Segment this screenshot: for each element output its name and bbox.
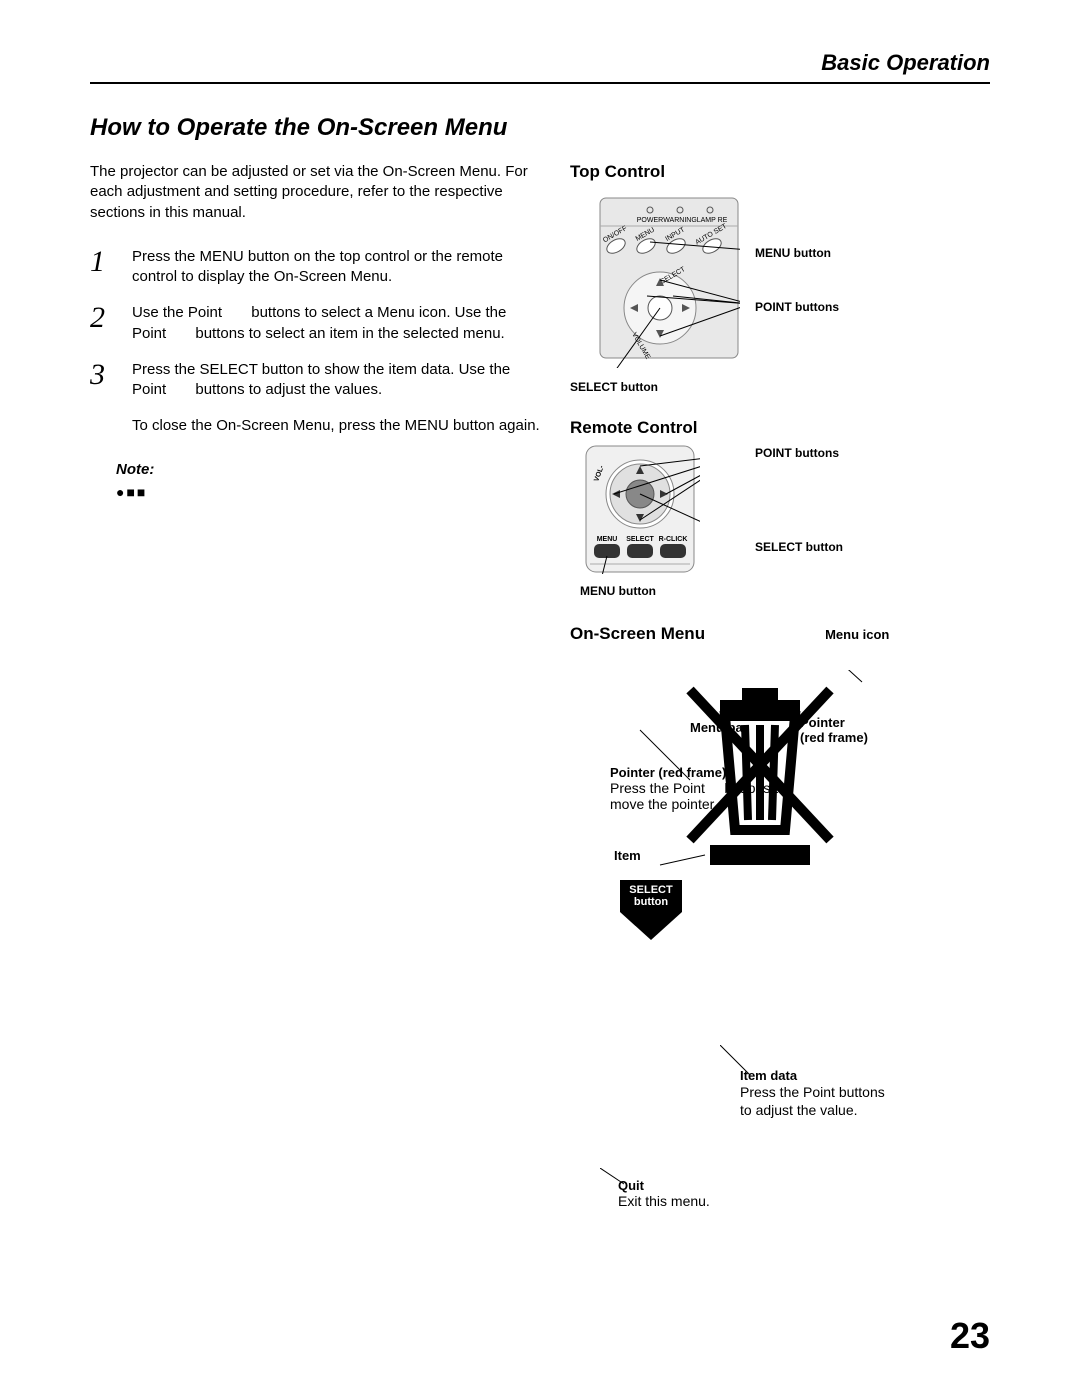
step-3: 3 Press the SELECT button to show the it…	[90, 360, 540, 401]
step-number: 3	[90, 360, 114, 401]
remote-svg: VOL- MENU SELECT R-CLICK	[580, 444, 700, 574]
quit-text: Exit this menu.	[618, 1193, 710, 1209]
note-bullets: ●■■	[116, 484, 540, 500]
top-control-diagram: POWER WARNING LAMP RE ON/OFF MENU INPUT …	[570, 188, 990, 388]
svg-text:WARNING: WARNING	[663, 217, 697, 224]
remote-select-callout: SELECT button	[755, 540, 843, 554]
note-label: Note:	[116, 461, 540, 478]
close-menu-text: To close the On-Screen Menu, press the M…	[132, 416, 540, 436]
remote-diagram: VOL- MENU SELECT R-CLICK POINT buttons S…	[570, 444, 990, 604]
intro-text: The projector can be adjusted or set via…	[90, 162, 540, 223]
pointer-rf-block: Pointer (red frame) Press the Point butt…	[610, 765, 810, 812]
section-title: Basic Operation	[90, 50, 990, 84]
step-number: 2	[90, 303, 114, 344]
pointer-label: Pointer (red frame)	[800, 715, 868, 745]
osm-heading: On-Screen Menu	[570, 624, 705, 644]
select-word: SELECT	[629, 884, 672, 896]
item-data-block: Item data Press the Point buttons to adj…	[740, 1068, 900, 1119]
top-control-heading: Top Control	[570, 162, 990, 182]
step-text: Use the Point buttons to select a Menu i…	[132, 303, 540, 344]
osm-diagram: Menu bar Pointer (red frame) Pointer (re…	[570, 650, 990, 1210]
item-label: Item	[614, 848, 641, 863]
remote-point-callout: POINT buttons	[755, 446, 839, 460]
page-number: 23	[950, 1315, 990, 1357]
svg-text:MENU: MENU	[597, 536, 618, 543]
right-column: Top Control POWER WARNING LAMP RE ON/OFF…	[570, 162, 990, 1210]
pointer-rf-text: Press the Point buttons to move the poin…	[610, 780, 810, 812]
step-2: 2 Use the Point buttons to select a Menu…	[90, 303, 540, 344]
pointer-rf-label: Pointer (red frame)	[610, 765, 810, 780]
menu-icon-label: Menu icon	[825, 627, 889, 642]
page-heading: How to Operate the On-Screen Menu	[90, 114, 990, 142]
step-1: 1 Press the MENU button on the top contr…	[90, 247, 540, 288]
point-buttons-callout: POINT buttons	[755, 300, 839, 314]
red-frame-word: (red frame)	[800, 730, 868, 745]
remote-heading: Remote Control	[570, 418, 990, 438]
button-word: button	[634, 896, 668, 908]
step-text: Press the MENU button on the top control…	[132, 247, 540, 288]
step-number: 1	[90, 247, 114, 288]
step-text: Press the SELECT button to show the item…	[132, 360, 540, 401]
select-button-callout: SELECT button	[570, 380, 658, 394]
svg-text:POWER: POWER	[637, 217, 663, 224]
quit-block: Quit Exit this menu.	[618, 1178, 710, 1209]
pointer-word: Pointer	[800, 715, 868, 730]
menu-button-callout: MENU button	[755, 246, 831, 260]
menu-bar-label: Menu bar	[690, 720, 748, 735]
svg-text:R-CLICK: R-CLICK	[659, 536, 688, 543]
top-control-svg: POWER WARNING LAMP RE ON/OFF MENU INPUT …	[580, 188, 740, 368]
remote-menu-callout: MENU button	[580, 584, 656, 598]
quit-label: Quit	[618, 1178, 710, 1193]
item-data-label: Item data	[740, 1068, 900, 1083]
svg-text:SELECT: SELECT	[626, 536, 654, 543]
select-arrow: SELECT button	[620, 880, 682, 947]
left-column: The projector can be adjusted or set via…	[90, 162, 540, 1210]
item-data-text: Press the Point buttons to adjust the va…	[740, 1083, 900, 1119]
